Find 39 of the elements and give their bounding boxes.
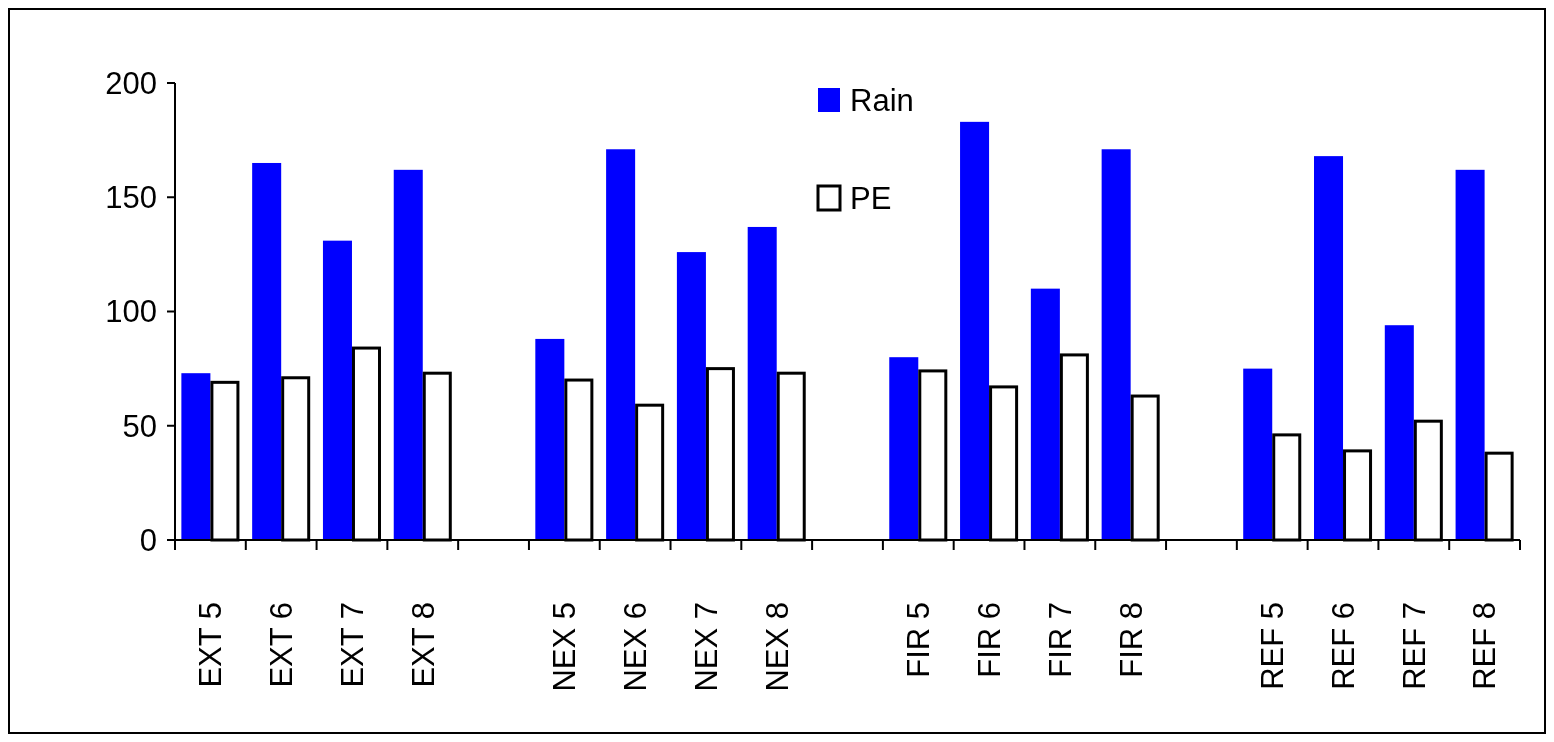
x-tick-label: FIR 6	[971, 602, 1007, 678]
bar	[676, 252, 706, 540]
bar	[960, 121, 990, 540]
y-tick-label: 200	[105, 65, 157, 101]
bar	[606, 149, 636, 540]
bar	[1455, 169, 1485, 540]
bar	[747, 226, 777, 540]
bar	[181, 373, 211, 540]
x-tick-label: NEX 8	[759, 602, 795, 692]
x-tick-label: EXT 7	[334, 602, 370, 688]
x-tick-label: REF 8	[1467, 602, 1503, 690]
bar	[252, 162, 282, 540]
y-tick-label: 0	[139, 522, 157, 558]
x-tick-label: EXT 6	[264, 602, 300, 688]
bar	[322, 240, 352, 540]
bar	[1101, 149, 1131, 540]
bar	[889, 357, 919, 540]
x-tick-label: NEX 5	[547, 602, 583, 692]
legend-label: PE	[850, 180, 892, 216]
x-tick-label: NEX 6	[617, 602, 653, 692]
x-tick-label: FIR 8	[1113, 602, 1149, 678]
x-tick-label: NEX 7	[688, 602, 724, 692]
x-tick-label: EXT 8	[405, 602, 441, 688]
y-tick-label: 100	[105, 294, 157, 330]
x-tick-label: REF 7	[1396, 602, 1432, 690]
x-tick-label: FIR 7	[1042, 602, 1078, 678]
x-tick-label: REF 5	[1255, 602, 1291, 690]
x-tick-label: EXT 5	[193, 602, 229, 688]
bar	[1314, 156, 1344, 540]
x-tick-label: REF 6	[1325, 602, 1361, 690]
y-tick-label: 150	[105, 180, 157, 216]
y-tick-label: 50	[122, 408, 157, 444]
bar	[1243, 368, 1273, 540]
bar	[393, 169, 423, 540]
bar	[1384, 325, 1414, 540]
legend-label: Rain	[850, 82, 914, 118]
x-tick-label: FIR 5	[901, 602, 937, 678]
bar	[535, 338, 565, 540]
bar	[1030, 288, 1060, 540]
